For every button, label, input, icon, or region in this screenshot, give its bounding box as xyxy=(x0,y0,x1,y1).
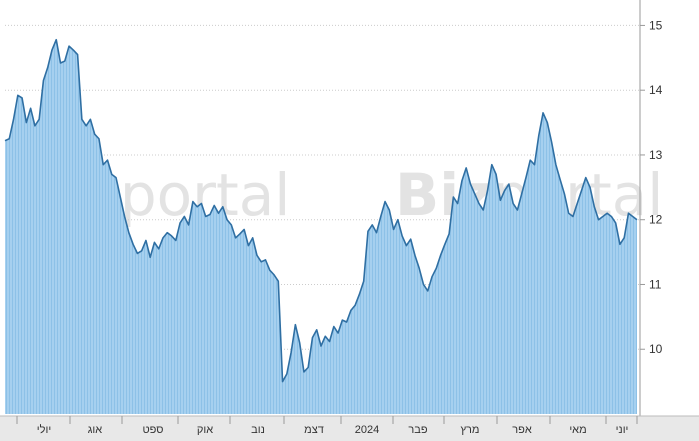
series-area-fill xyxy=(5,39,637,415)
x-tick-label: מאי xyxy=(569,424,586,436)
x-tick-label: יולי xyxy=(37,423,51,436)
x-tick-label: אוג xyxy=(88,424,103,436)
y-tick-label: 13 xyxy=(649,148,663,162)
x-tick-label: מרץ xyxy=(461,424,480,436)
y-tick-label: 14 xyxy=(649,83,663,97)
x-tick-label: דצמ xyxy=(304,424,324,436)
x-tick-label: אוק xyxy=(197,424,213,436)
x-tick-label: נוב xyxy=(251,424,265,436)
y-tick-labels: 10 11 12 13 14 15 xyxy=(649,18,663,356)
x-tick-label: ספט xyxy=(143,424,164,436)
x-tick-label: 2024 xyxy=(355,424,379,436)
y-tick-label: 11 xyxy=(649,277,662,291)
x-tick-label: יוני xyxy=(616,424,629,436)
y-tick-label: 10 xyxy=(649,342,663,356)
x-axis-band xyxy=(0,416,699,441)
y-tick-label: 15 xyxy=(649,18,663,32)
series-area-group xyxy=(4,38,638,415)
y-tick-label: 12 xyxy=(649,213,663,227)
x-tick-label: אפר xyxy=(512,424,532,436)
x-tick-label: פבר xyxy=(408,424,427,436)
x-tick-labels: יולי אוג ספט אוק נוב דצמ 2024 פבר מרץ אפר מאי יוני xyxy=(16,416,638,436)
series-line xyxy=(4,38,638,383)
